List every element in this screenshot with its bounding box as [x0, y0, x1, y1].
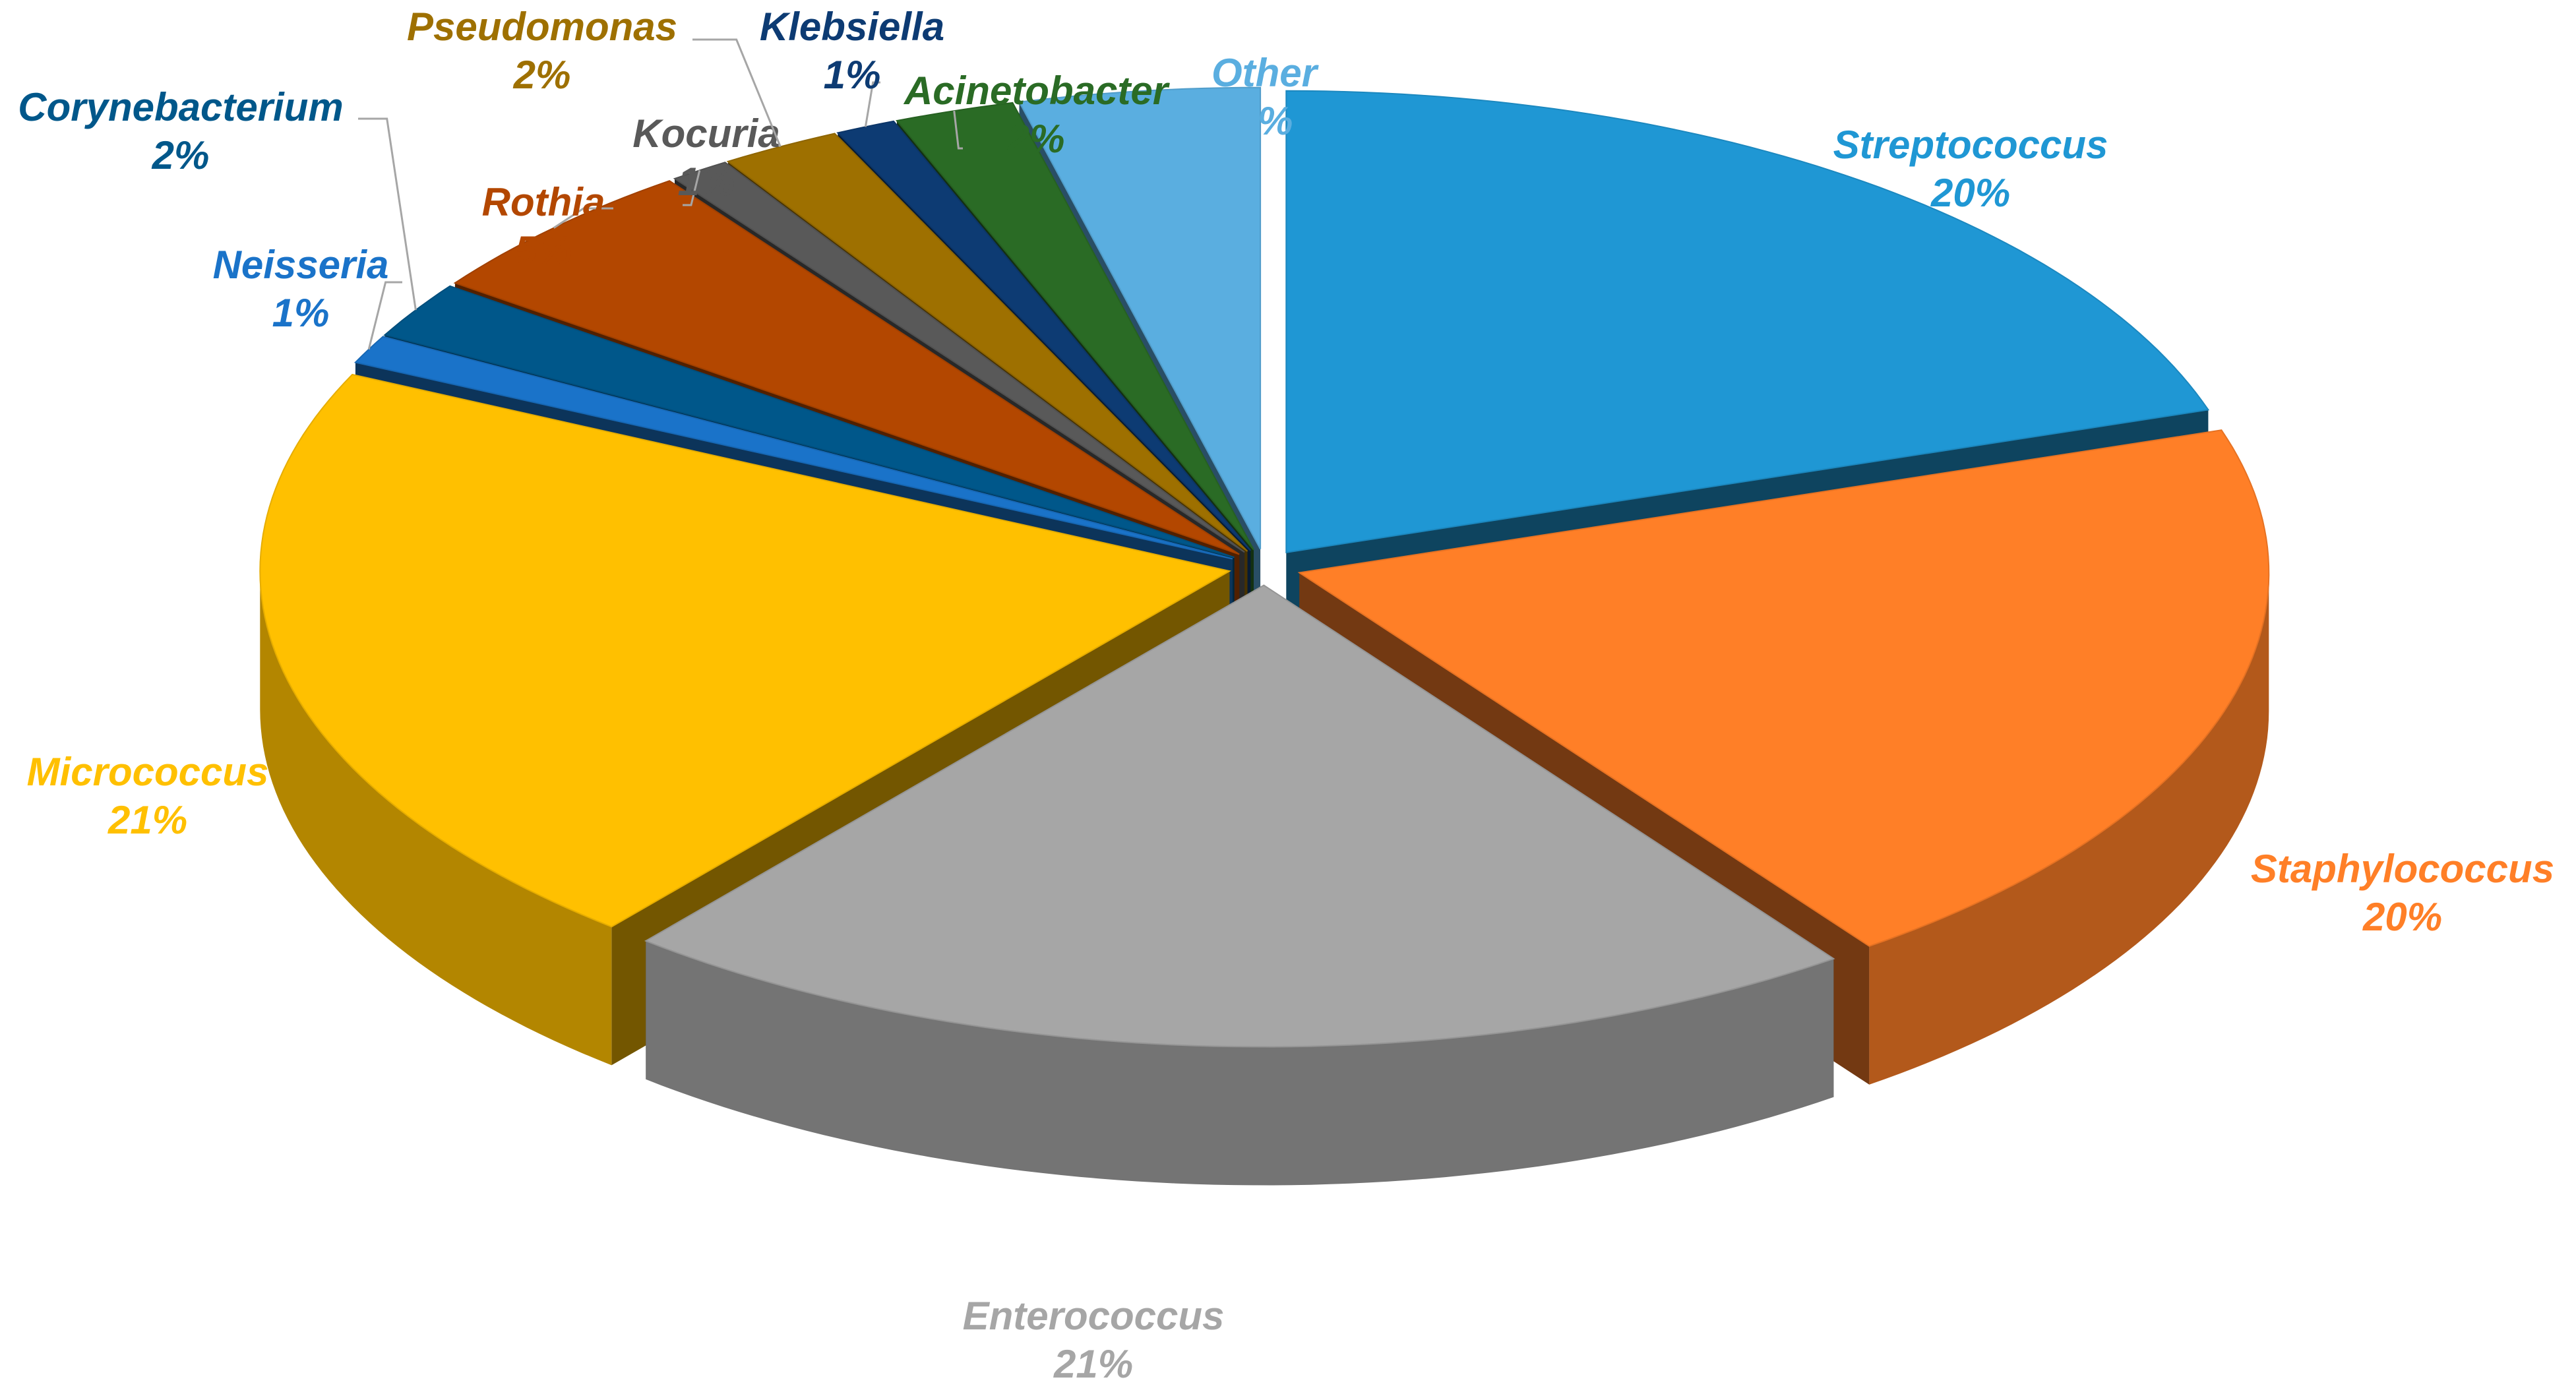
slice-label: Rothia: [482, 180, 605, 224]
slice-value-label: 2%: [1007, 117, 1065, 161]
slice-top: [644, 584, 1835, 1048]
leader-line: [683, 169, 701, 206]
leader-line: [864, 81, 880, 127]
slice-label: Corynebacterium: [18, 85, 343, 129]
slice-label: Klebsiella: [760, 5, 944, 49]
slice-top: [1297, 429, 2270, 947]
slice-label: Staphylococcus: [2251, 847, 2554, 891]
slice-top: [259, 373, 1232, 928]
slice-side: [260, 571, 612, 1066]
slice-label: Pseudomonas: [407, 5, 677, 49]
slice-value-label: 2%: [152, 133, 210, 177]
slice-label: Other: [1211, 51, 1320, 95]
leader-line: [692, 38, 782, 148]
slice-label: Enterococcus: [963, 1294, 1225, 1338]
leader-line: [953, 110, 963, 150]
slice-label: Kocuria: [632, 111, 780, 156]
slice-value-label: 2%: [513, 53, 571, 97]
slice-label: Micrococcus: [27, 750, 269, 794]
slice-label: Neisseria: [213, 243, 389, 287]
slice-side: [646, 940, 1834, 1186]
slice-label: Streptococcus: [1833, 123, 2108, 167]
slice-value-label: 21%: [1053, 1342, 1133, 1386]
slice-value-label: 1%: [678, 160, 735, 204]
slice-side: [1869, 572, 2269, 1085]
slice-value-label: 20%: [2362, 895, 2442, 939]
slice-top: [726, 133, 1248, 552]
leader-line: [367, 281, 402, 350]
leader-line: [358, 117, 417, 311]
slice-value-label: 5%: [515, 228, 572, 272]
slice-value-label: 20%: [1930, 171, 2010, 215]
slice-top: [1018, 86, 1262, 550]
leader-line: [553, 207, 613, 229]
slice: [644, 584, 1835, 1186]
slice-value-label: 1%: [272, 291, 330, 335]
slice-value-label: 1%: [824, 53, 881, 97]
slice-top: [1285, 90, 2210, 553]
slice-label: Acinetobacter: [903, 69, 1171, 113]
slice-value-label: 4%: [1235, 99, 1293, 143]
slice-value-label: 21%: [107, 798, 187, 842]
slice-top: [383, 285, 1235, 559]
